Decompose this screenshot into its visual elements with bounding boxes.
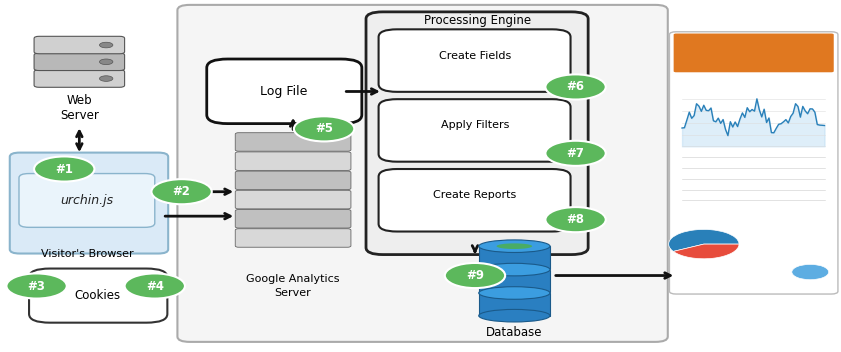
Text: #9: #9	[466, 269, 484, 282]
FancyBboxPatch shape	[235, 133, 351, 151]
FancyBboxPatch shape	[207, 59, 362, 124]
Text: #5: #5	[315, 122, 333, 136]
Text: Web
Server: Web Server	[60, 94, 98, 122]
Text: #1: #1	[56, 163, 73, 176]
Circle shape	[546, 141, 606, 166]
Text: Create Reports: Create Reports	[433, 190, 516, 200]
FancyBboxPatch shape	[19, 174, 155, 227]
FancyBboxPatch shape	[34, 36, 124, 54]
FancyBboxPatch shape	[34, 70, 124, 87]
FancyBboxPatch shape	[29, 269, 167, 323]
FancyBboxPatch shape	[235, 209, 351, 228]
FancyBboxPatch shape	[669, 32, 838, 294]
Ellipse shape	[479, 309, 550, 322]
Text: #3: #3	[28, 279, 45, 293]
FancyBboxPatch shape	[10, 153, 168, 253]
Circle shape	[99, 59, 113, 65]
Circle shape	[546, 207, 606, 232]
Text: #2: #2	[172, 185, 191, 198]
Circle shape	[445, 263, 505, 288]
FancyBboxPatch shape	[34, 53, 124, 70]
FancyBboxPatch shape	[378, 29, 570, 92]
Circle shape	[7, 274, 66, 298]
Text: #4: #4	[145, 279, 164, 293]
Ellipse shape	[479, 287, 550, 299]
Text: Database: Database	[486, 326, 542, 339]
Text: #6: #6	[567, 81, 584, 93]
Ellipse shape	[496, 243, 532, 249]
FancyBboxPatch shape	[378, 99, 570, 162]
Text: Create Fields: Create Fields	[439, 51, 511, 61]
Polygon shape	[479, 246, 550, 269]
FancyBboxPatch shape	[235, 171, 351, 190]
Circle shape	[99, 76, 113, 81]
FancyBboxPatch shape	[235, 190, 351, 209]
Text: Processing Engine: Processing Engine	[424, 14, 531, 27]
Text: Log File: Log File	[260, 85, 308, 98]
Text: Cookies: Cookies	[75, 289, 121, 302]
Polygon shape	[479, 293, 550, 316]
Circle shape	[34, 156, 94, 182]
Text: #7: #7	[567, 147, 584, 160]
Wedge shape	[674, 244, 739, 259]
Text: #8: #8	[567, 213, 584, 226]
Circle shape	[151, 179, 212, 204]
Text: Visitor's Browser: Visitor's Browser	[40, 249, 133, 258]
Circle shape	[546, 74, 606, 100]
FancyBboxPatch shape	[674, 33, 833, 72]
Wedge shape	[669, 230, 739, 251]
Circle shape	[792, 264, 828, 280]
Polygon shape	[479, 270, 550, 292]
Ellipse shape	[479, 240, 550, 252]
Text: Apply Filters: Apply Filters	[441, 120, 509, 130]
Text: Google Analytics
Server: Google Analytics Server	[246, 275, 340, 297]
Circle shape	[124, 274, 185, 298]
FancyBboxPatch shape	[366, 12, 588, 254]
FancyBboxPatch shape	[378, 169, 570, 232]
Ellipse shape	[479, 263, 550, 276]
FancyBboxPatch shape	[177, 5, 668, 342]
Circle shape	[99, 42, 113, 48]
Text: urchin.js: urchin.js	[61, 194, 114, 207]
FancyBboxPatch shape	[235, 152, 351, 170]
FancyBboxPatch shape	[235, 229, 351, 247]
Circle shape	[294, 116, 354, 142]
